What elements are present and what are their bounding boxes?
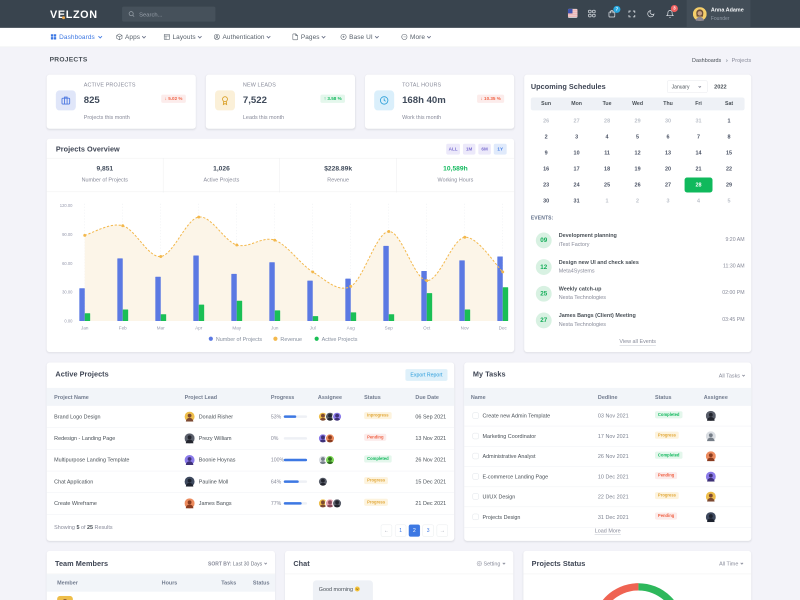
svg-text:Mar: Mar xyxy=(157,326,165,331)
svg-text:0.00: 0.00 xyxy=(64,319,73,324)
svg-text:Revenue: Revenue xyxy=(280,337,302,343)
svg-text:Dec: Dec xyxy=(499,326,508,331)
svg-text:Feb: Feb xyxy=(119,326,127,331)
svg-text:120.00: 120.00 xyxy=(60,203,73,208)
svg-text:Oct: Oct xyxy=(423,326,431,331)
svg-text:Active Projects: Active Projects xyxy=(322,337,358,343)
svg-text:Aug: Aug xyxy=(347,326,356,331)
svg-text:60.00: 60.00 xyxy=(62,261,73,266)
svg-text:Nov: Nov xyxy=(461,326,470,331)
svg-text:Jun: Jun xyxy=(271,326,279,331)
svg-text:30.00: 30.00 xyxy=(62,290,73,295)
svg-text:90.00: 90.00 xyxy=(62,232,73,237)
svg-text:Sep: Sep xyxy=(385,326,394,331)
svg-text:Apr: Apr xyxy=(195,326,203,331)
svg-text:Jul: Jul xyxy=(310,326,316,331)
svg-text:Number of Projects: Number of Projects xyxy=(216,337,263,343)
svg-text:May: May xyxy=(232,326,241,331)
svg-text:Jan: Jan xyxy=(81,326,89,331)
